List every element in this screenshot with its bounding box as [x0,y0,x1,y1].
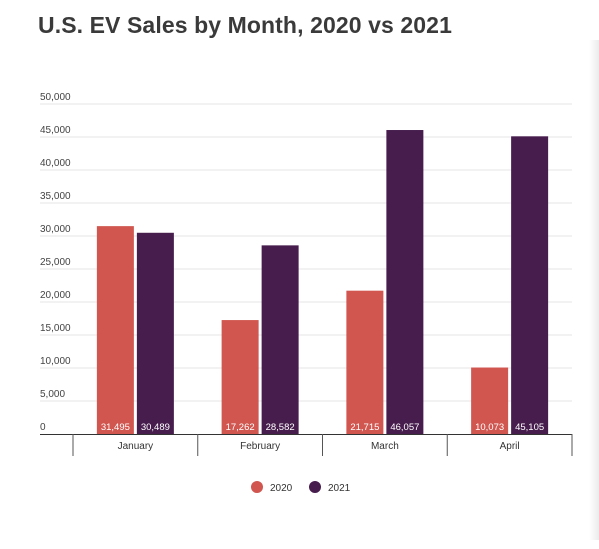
data-label: 31,495 [101,422,130,433]
bar-2021-march [386,130,424,434]
x-tick-label: February [240,441,280,452]
page-edge-shadow [589,40,599,540]
legend-swatch-2021 [309,481,321,493]
y-tick-label: 30,000 [40,224,71,235]
legend-swatch-2020 [251,481,263,493]
data-label: 30,489 [141,422,170,433]
data-label: 45,105 [515,422,544,433]
legend-label: 2020 [270,483,293,494]
y-tick-label: 20,000 [40,290,71,301]
bar-2021-april [511,136,549,434]
y-tick-label: 40,000 [40,158,71,169]
y-tick-label: 45,000 [40,125,71,136]
y-tick-label: 0 [40,422,46,433]
x-tick-label: March [371,441,399,452]
data-label: 17,262 [226,422,255,433]
y-tick-label: 10,000 [40,356,71,367]
bar-2020-january [96,226,134,434]
data-label: 46,057 [390,422,419,433]
y-tick-label: 25,000 [40,257,71,268]
data-label: 21,715 [350,422,379,433]
y-tick-label: 15,000 [40,323,71,334]
chart-title: U.S. EV Sales by Month, 2020 vs 2021 [38,12,452,38]
x-tick-label: April [500,441,520,452]
bar-2020-march [346,290,384,434]
legend-label: 2021 [328,483,351,494]
y-tick-label: 5,000 [40,389,65,400]
bar-2021-january [136,232,174,434]
data-label: 28,582 [266,422,295,433]
data-label: 10,073 [475,422,504,433]
x-tick-label: January [118,441,154,452]
bar-2020-february [221,320,259,434]
y-tick-label: 35,000 [40,191,71,202]
y-tick-label: 50,000 [40,92,71,103]
bar-2020-april [471,367,509,434]
bar-2021-february [261,245,299,434]
